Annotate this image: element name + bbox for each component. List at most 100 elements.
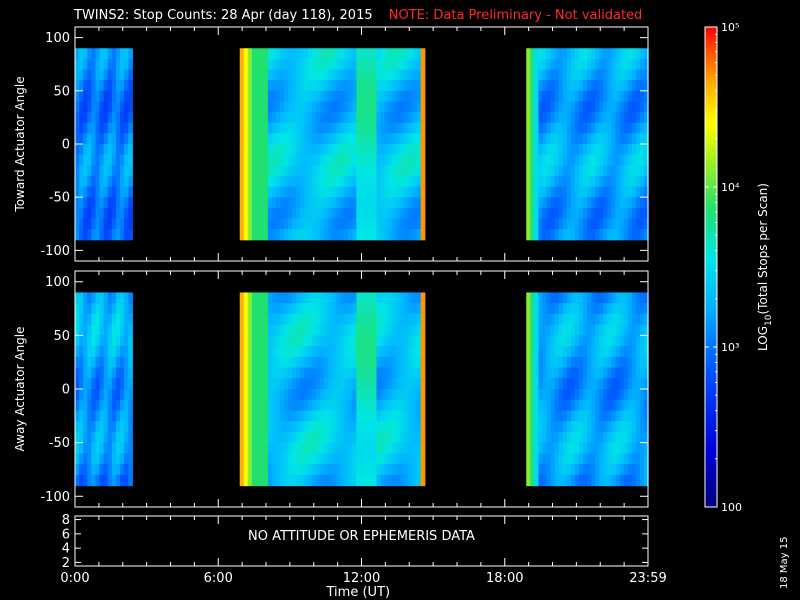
heatmap-cell [79,464,84,476]
heatmap-cell [546,197,552,209]
heatmap-cell [344,101,349,113]
heatmap-cell [99,356,105,369]
heatmap-cell [570,389,576,401]
heatmap-cell [348,80,353,92]
heatmap-cell [380,367,386,379]
heatmap-cell [344,474,349,487]
heatmap-cell [111,346,117,358]
heatmap-cell [631,218,637,230]
heatmap-cell [408,421,414,433]
heatmap-cell [526,112,531,124]
heatmap-cell [271,303,277,315]
heatmap-cell [356,356,362,369]
heatmap-cell [599,324,604,336]
heatmap-cell [275,313,281,326]
heatmap-cell [103,367,109,379]
heatmap-cell [583,324,588,336]
heatmap-cell [115,90,121,103]
heatmap-cell [91,431,97,444]
heatmap-cell [247,431,253,444]
heatmap-cell [316,464,321,476]
heatmap-cell [619,154,625,166]
heatmap-cell [336,207,341,220]
heatmap-cell [95,442,101,454]
heatmap-cell [599,356,604,369]
heatmap-cell [404,367,410,379]
heatmap-cell [75,335,80,347]
heatmap-cell [396,207,402,220]
heatmap-cell [320,346,325,358]
heatmap-cell [292,154,297,166]
heatmap-cell [243,165,249,177]
heatmap-cell [300,218,305,230]
heatmap-cell [247,80,253,92]
heatmap-cell [340,186,345,198]
heatmap-cell [275,154,281,166]
heatmap-cell [332,80,337,92]
heatmap-cell [574,197,580,209]
heatmap-cell [332,389,337,401]
heatmap-cell [404,335,410,347]
heatmap-cell [79,154,84,166]
heatmap-cell [364,101,370,113]
chart-title: TWINS2: Stop Counts: 28 Apr (day 118), 2… [74,8,373,23]
heatmap-cell [344,399,349,412]
heatmap-cell [283,90,289,103]
heatmap-cell [304,378,309,390]
heatmap-cell [316,122,321,134]
heatmap-cell [546,175,552,188]
heatmap-cell [283,421,289,433]
heatmap-cell [75,112,80,124]
heatmap-cell [83,133,88,145]
heatmap-cell [344,464,349,476]
heatmap-cell [283,48,289,60]
heatmap-cell [376,431,382,444]
heatmap-cell [400,324,406,336]
heatmap-cell [247,122,253,134]
heatmap-cell [611,69,617,81]
heatmap-cell [538,442,544,454]
heatmap-cell [95,133,101,145]
heatmap-cell [526,410,531,422]
heatmap-cell [408,197,414,209]
heatmap-cell [396,218,402,230]
heatmap-cell [408,58,414,71]
heatmap-cell [344,218,349,230]
heatmap-cell [530,410,535,422]
heatmap-cell [384,442,390,454]
heatmap-cell [546,165,552,177]
heatmap-cell [304,346,309,358]
heatmap-cell [95,90,101,103]
heatmap-cell [320,69,325,81]
heatmap-cell [340,474,345,487]
heatmap-cell [312,367,317,379]
heatmap-cell [615,313,621,326]
heatmap-cell [360,303,366,315]
heatmap-cell [631,186,637,198]
heatmap-cell [336,101,341,113]
heatmap-cell [103,453,109,465]
heatmap-cell [288,474,293,487]
heatmap-cell [404,144,410,156]
heatmap-cell [324,122,329,134]
heatmap-cell [412,378,418,390]
heatmap-cell [316,165,321,177]
heatmap-cell [308,378,313,390]
heatmap-cell [259,112,265,124]
heatmap-cell [388,474,394,487]
heatmap-cell [542,335,548,347]
heatmap-cell [352,356,357,369]
heatmap-cell [380,431,386,444]
heatmap-cell [95,165,101,177]
heatmap-cell [279,324,285,336]
heatmap-cell [538,292,544,304]
heatmap-cell [579,324,584,336]
heatmap-cell [635,335,641,347]
heatmap-cell [534,80,540,92]
heatmap-cell [591,207,596,220]
heatmap-cell [95,453,101,465]
heatmap-cell [554,165,560,177]
heatmap-cell [404,378,410,390]
heatmap-cell [558,69,564,81]
